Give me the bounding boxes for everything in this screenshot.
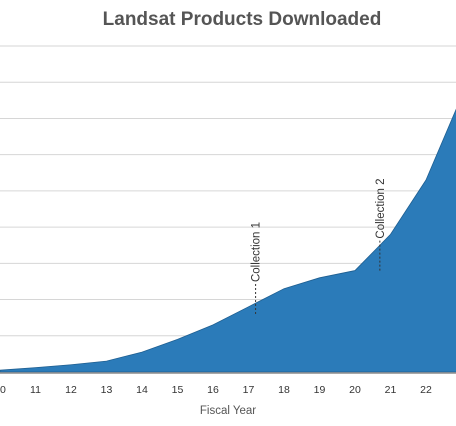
x-tick-label: 18 [278,384,290,396]
annotation-label: Collection 2 [375,178,387,238]
x-axis-label: Fiscal Year [200,405,256,417]
x-tick-label: 20 [349,384,361,396]
x-tick-label: 15 [172,384,184,396]
annotation-label: Collection 1 [251,222,263,282]
x-tick-label: 12 [65,384,77,396]
x-tick-labels: 1011121314151617181920212223 [0,384,456,396]
x-tick-label: 14 [136,384,148,396]
x-tick-label: 13 [101,384,113,396]
x-tick-label: 17 [243,384,255,396]
x-tick-label: 22 [420,384,432,396]
x-tick-label: 10 [0,384,6,396]
x-tick-label: 11 [30,384,41,396]
x-tick-label: 16 [207,384,219,396]
annotations: Collection 1 Collection 2 [251,178,387,315]
area-series-0 [0,108,456,373]
x-tick-label: 19 [314,384,326,396]
area-series [0,108,456,373]
x-tick-label: 21 [385,384,397,396]
gridlines [0,45,456,337]
chart-title: Landsat Products Downloaded [103,9,382,30]
